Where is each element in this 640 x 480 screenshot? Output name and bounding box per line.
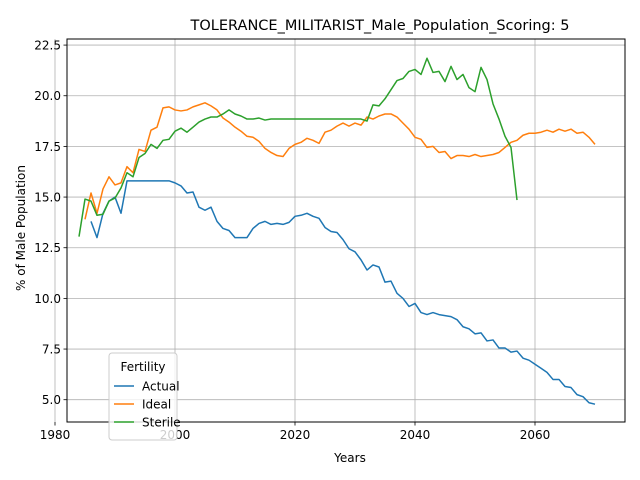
x-tick-label: 2020: [280, 428, 311, 442]
y-tick-label: 5.0: [42, 393, 61, 407]
y-tick-label: 20.0: [34, 89, 61, 103]
x-tick-label: 2060: [520, 428, 551, 442]
plot-frame: [66, 38, 626, 423]
y-tick-label: 17.5: [34, 140, 61, 154]
legend-label-actual: Actual: [142, 380, 180, 394]
y-tick-label: 10.0: [34, 292, 61, 306]
chart-title: TOLERANCE_MILITARIST_Male_Population_Sco…: [190, 18, 570, 34]
y-tick-label: 7.5: [42, 343, 61, 357]
legend-label-ideal: Ideal: [142, 398, 171, 412]
legend-title: Fertility: [120, 360, 165, 374]
y-tick-label: 22.5: [34, 39, 61, 53]
series-line-actual: [90, 180, 596, 405]
legend: Fertility Actual Ideal Sterile: [108, 352, 181, 441]
y-axis-ticks: 5.0 7.5 10.0 12.5 15.0 17.5 20.0 22.5: [34, 39, 67, 407]
x-tick-label: 1980: [40, 428, 71, 442]
series-lines: [78, 57, 596, 405]
legend-label-sterile: Sterile: [142, 416, 181, 430]
y-tick-label: 12.5: [34, 241, 61, 255]
y-axis-label: % of Male Population: [14, 165, 28, 291]
series-line-ideal: [84, 102, 596, 220]
y-tick-label: 15.0: [34, 191, 61, 205]
legend-box: [108, 352, 178, 441]
x-tick-label: 2040: [400, 428, 431, 442]
series-line-sterile: [78, 57, 518, 237]
x-axis-label: Years: [333, 451, 366, 465]
